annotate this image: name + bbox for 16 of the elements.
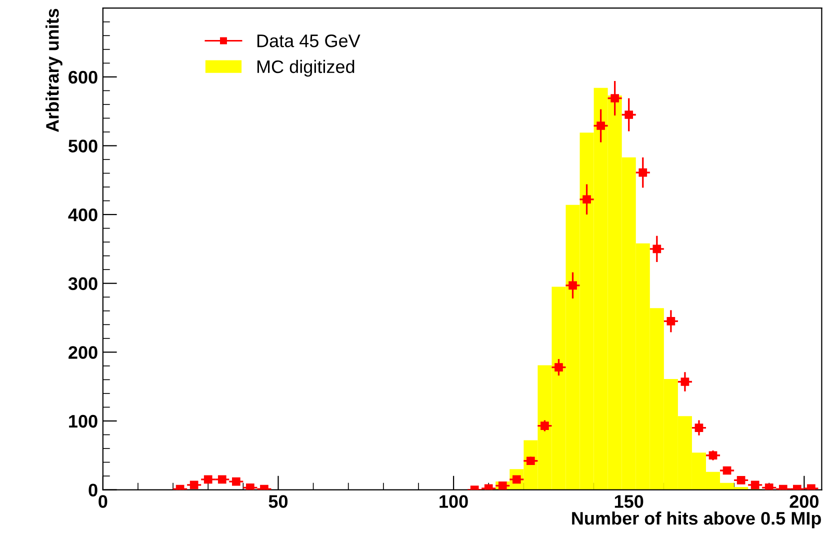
y-tick-label: 600 [68,70,98,84]
y-tick-label: 100 [69,414,98,428]
y-tick-label: 400 [68,208,98,222]
x-tick-label: 150 [614,495,644,508]
x-tick-label: 0 [98,495,108,508]
x-axis-title: Number of hits above 0.5 MIp [572,511,821,528]
y-tick-label: 500 [68,140,98,152]
legend-label: MC digitized [257,60,354,77]
y-tick-label: 300 [68,277,98,290]
y-axis-title: Arbitrary units [46,8,62,132]
x-tick-label: 100 [440,495,468,508]
x-tick-label: 50 [268,495,288,508]
y-tick-label: 200 [68,346,98,359]
x-tick-label: 200 [790,495,818,508]
legend-label: Data 45 GeV [257,34,360,48]
y-tick-label: 0 [88,484,98,496]
